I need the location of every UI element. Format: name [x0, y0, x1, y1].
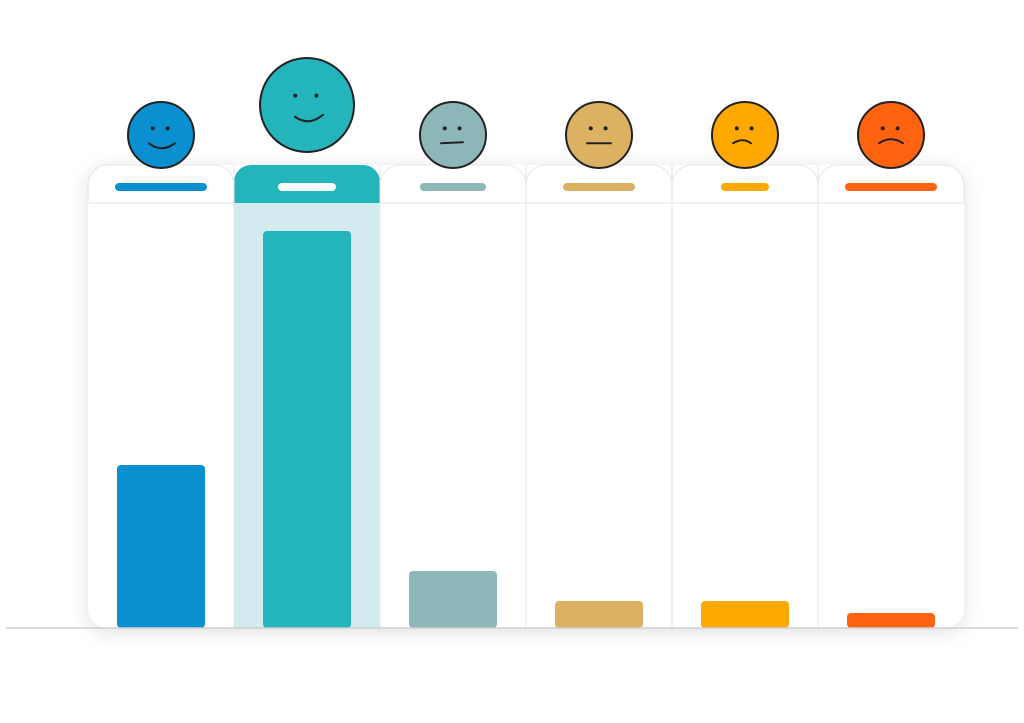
header-pill	[278, 183, 336, 191]
face	[127, 101, 195, 169]
face	[711, 101, 779, 169]
face-mouth	[148, 142, 176, 150]
face-eye	[457, 126, 462, 131]
face	[419, 101, 487, 169]
face-eye	[880, 126, 885, 131]
face-eye	[165, 126, 170, 131]
columns	[87, 57, 965, 628]
header-pill	[115, 183, 207, 191]
face-mouth	[440, 141, 464, 145]
face-eye	[749, 126, 754, 131]
header-pill	[563, 183, 635, 191]
face-eye	[442, 126, 447, 131]
face	[565, 101, 633, 169]
face-eye	[588, 126, 593, 131]
bar	[847, 613, 935, 628]
face-eye	[314, 93, 319, 98]
header-pill	[420, 183, 486, 191]
face-mouth	[878, 138, 904, 145]
face-mouth	[294, 113, 324, 123]
face-eye	[293, 93, 298, 98]
bar	[409, 571, 497, 628]
face-eye	[734, 126, 739, 131]
bar	[263, 231, 351, 628]
bar	[701, 601, 789, 628]
face-mouth	[732, 139, 752, 145]
face	[259, 57, 355, 153]
header-pill	[721, 183, 769, 191]
header-pill	[845, 183, 937, 191]
bar	[555, 601, 643, 628]
bar	[117, 465, 205, 628]
face	[857, 101, 925, 169]
face-eye	[150, 126, 155, 131]
face-eye	[603, 126, 608, 131]
face-eye	[895, 126, 900, 131]
